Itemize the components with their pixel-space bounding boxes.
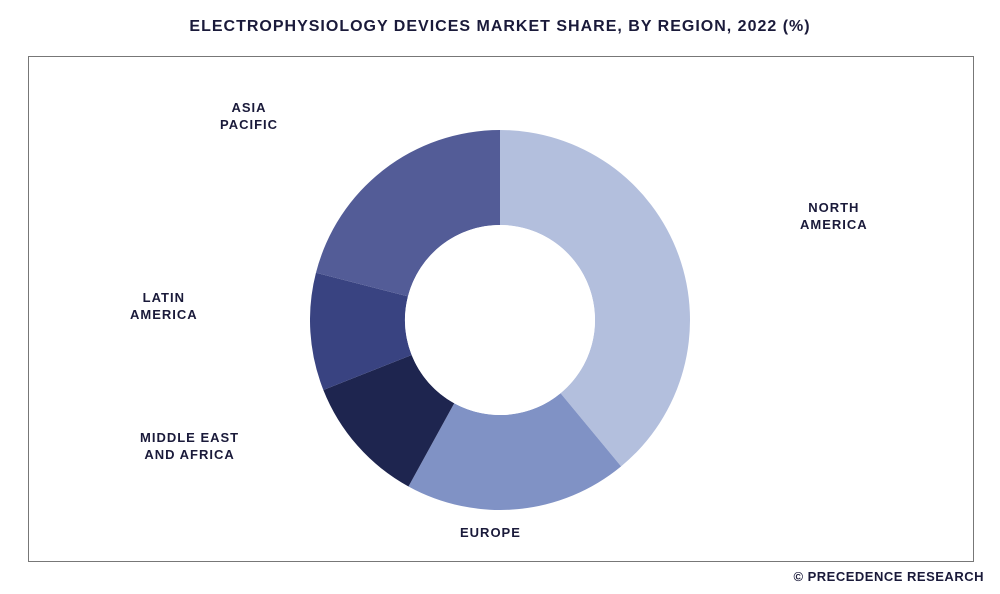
donut-svg (310, 130, 690, 510)
copyright-text: © PRECEDENCE RESEARCH (793, 569, 984, 584)
chart-title: ELECTROPHYSIOLOGY DEVICES MARKET SHARE, … (0, 0, 1000, 36)
slice-label: MIDDLE EAST AND AFRICA (140, 430, 239, 464)
slice-label: LATIN AMERICA (130, 290, 198, 324)
donut-chart (310, 130, 690, 515)
donut-hole (405, 225, 595, 415)
slice-label: EUROPE (460, 525, 521, 542)
slice-label: NORTH AMERICA (800, 200, 868, 234)
chart-container: ELECTROPHYSIOLOGY DEVICES MARKET SHARE, … (0, 0, 1000, 594)
slice-label: ASIA PACIFIC (220, 100, 278, 134)
